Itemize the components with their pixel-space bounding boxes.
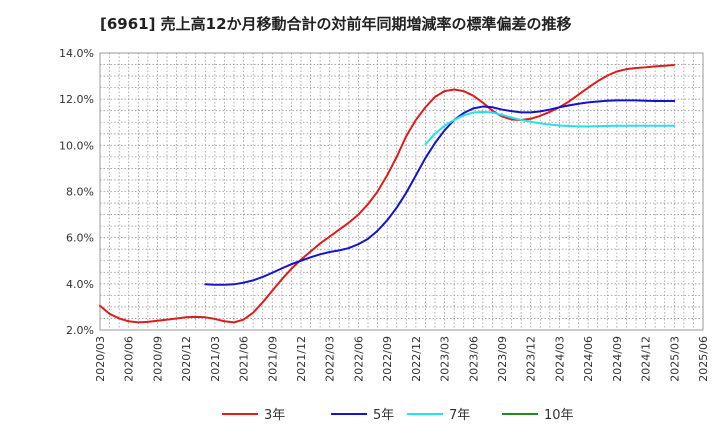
x-tick-label: 2022/12 bbox=[410, 336, 423, 382]
series-line bbox=[424, 110, 676, 146]
x-tick-label: 2020/03 bbox=[94, 336, 107, 382]
x-tick-label: 2022/03 bbox=[324, 336, 337, 382]
x-tick-label: 2025/06 bbox=[697, 336, 710, 382]
x-tick-label: 2023/03 bbox=[439, 336, 452, 382]
x-axis: 2020/03 2020/06 2020/09 2020/12 2021/03 2021/… bbox=[94, 336, 710, 382]
y-tick-label: 2.0% bbox=[66, 324, 94, 337]
x-tick-label: 2025/03 bbox=[668, 336, 681, 382]
x-tick-label: 2020/06 bbox=[123, 336, 136, 382]
series-lines bbox=[99, 64, 676, 324]
chart-title: [6961] 売上高12か月移動合計の対前年同期増減率の標準偏差の推移 bbox=[100, 15, 572, 33]
x-tick-label: 2021/03 bbox=[209, 336, 222, 382]
legend-label: 5年 bbox=[373, 408, 394, 423]
x-tick-label: 2020/12 bbox=[180, 336, 193, 382]
y-axis: 2.0% 4.0% 6.0% 8.0% 10.0% 12.0% 14.0% bbox=[59, 47, 94, 337]
x-tick-label: 2024/06 bbox=[582, 336, 595, 382]
x-tick-label: 2023/09 bbox=[496, 336, 509, 382]
x-tick-label: 2024/09 bbox=[611, 336, 624, 382]
grid-lines bbox=[99, 52, 704, 331]
x-tick-label: 2023/12 bbox=[525, 336, 538, 382]
series-line bbox=[99, 64, 676, 324]
y-tick-label: 4.0% bbox=[66, 278, 94, 291]
y-tick-label: 14.0% bbox=[59, 47, 94, 60]
legend: 3年 5年 7年 10年 bbox=[222, 408, 574, 423]
x-tick-label: 2024/12 bbox=[640, 336, 653, 382]
y-tick-label: 10.0% bbox=[59, 139, 94, 152]
y-tick-label: 12.0% bbox=[59, 93, 94, 106]
legend-label: 3年 bbox=[264, 408, 285, 423]
x-tick-label: 2024/03 bbox=[553, 336, 566, 382]
x-tick-label: 2022/06 bbox=[352, 336, 365, 382]
x-tick-label: 2021/06 bbox=[238, 336, 251, 382]
x-tick-label: 2023/06 bbox=[467, 336, 480, 382]
series-line bbox=[204, 99, 676, 286]
legend-label: 7年 bbox=[449, 408, 470, 423]
y-tick-label: 6.0% bbox=[66, 232, 94, 245]
x-tick-label: 2021/09 bbox=[266, 336, 279, 382]
x-tick-label: 2022/09 bbox=[381, 336, 394, 382]
y-tick-label: 8.0% bbox=[66, 186, 94, 199]
x-tick-label: 2021/12 bbox=[295, 336, 308, 382]
x-tick-label: 2020/09 bbox=[151, 336, 164, 382]
legend-label: 10年 bbox=[544, 408, 574, 423]
